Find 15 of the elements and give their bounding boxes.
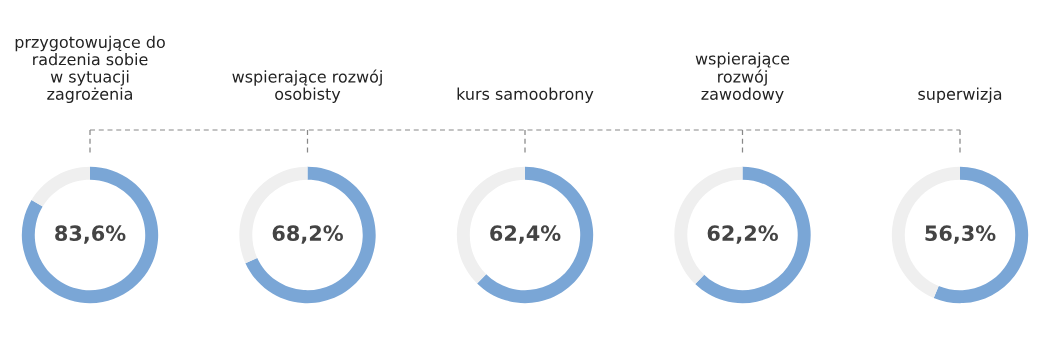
chart-title: wspierające rozwój osobisty xyxy=(232,69,382,103)
data-label: 56,3% xyxy=(925,225,996,244)
chart-title: kurs samoobrony xyxy=(457,87,594,103)
donut-slice xyxy=(695,166,811,304)
donut-slice xyxy=(31,166,90,207)
donut-slice xyxy=(245,166,376,304)
chart-title: wspierające rozwój zawodowy xyxy=(695,52,790,103)
data-label: 68,2% xyxy=(272,225,343,244)
data-label: 62,4% xyxy=(490,225,561,244)
donut-slice xyxy=(477,166,594,304)
data-label: 83,6% xyxy=(55,225,126,244)
chart-title: superwizja xyxy=(918,87,1002,103)
data-label: 62,2% xyxy=(707,225,778,244)
donut-slice xyxy=(21,166,159,304)
chart-title: przygotowujące do radzenia sobie w sytuacji zagrożenia xyxy=(15,35,165,103)
